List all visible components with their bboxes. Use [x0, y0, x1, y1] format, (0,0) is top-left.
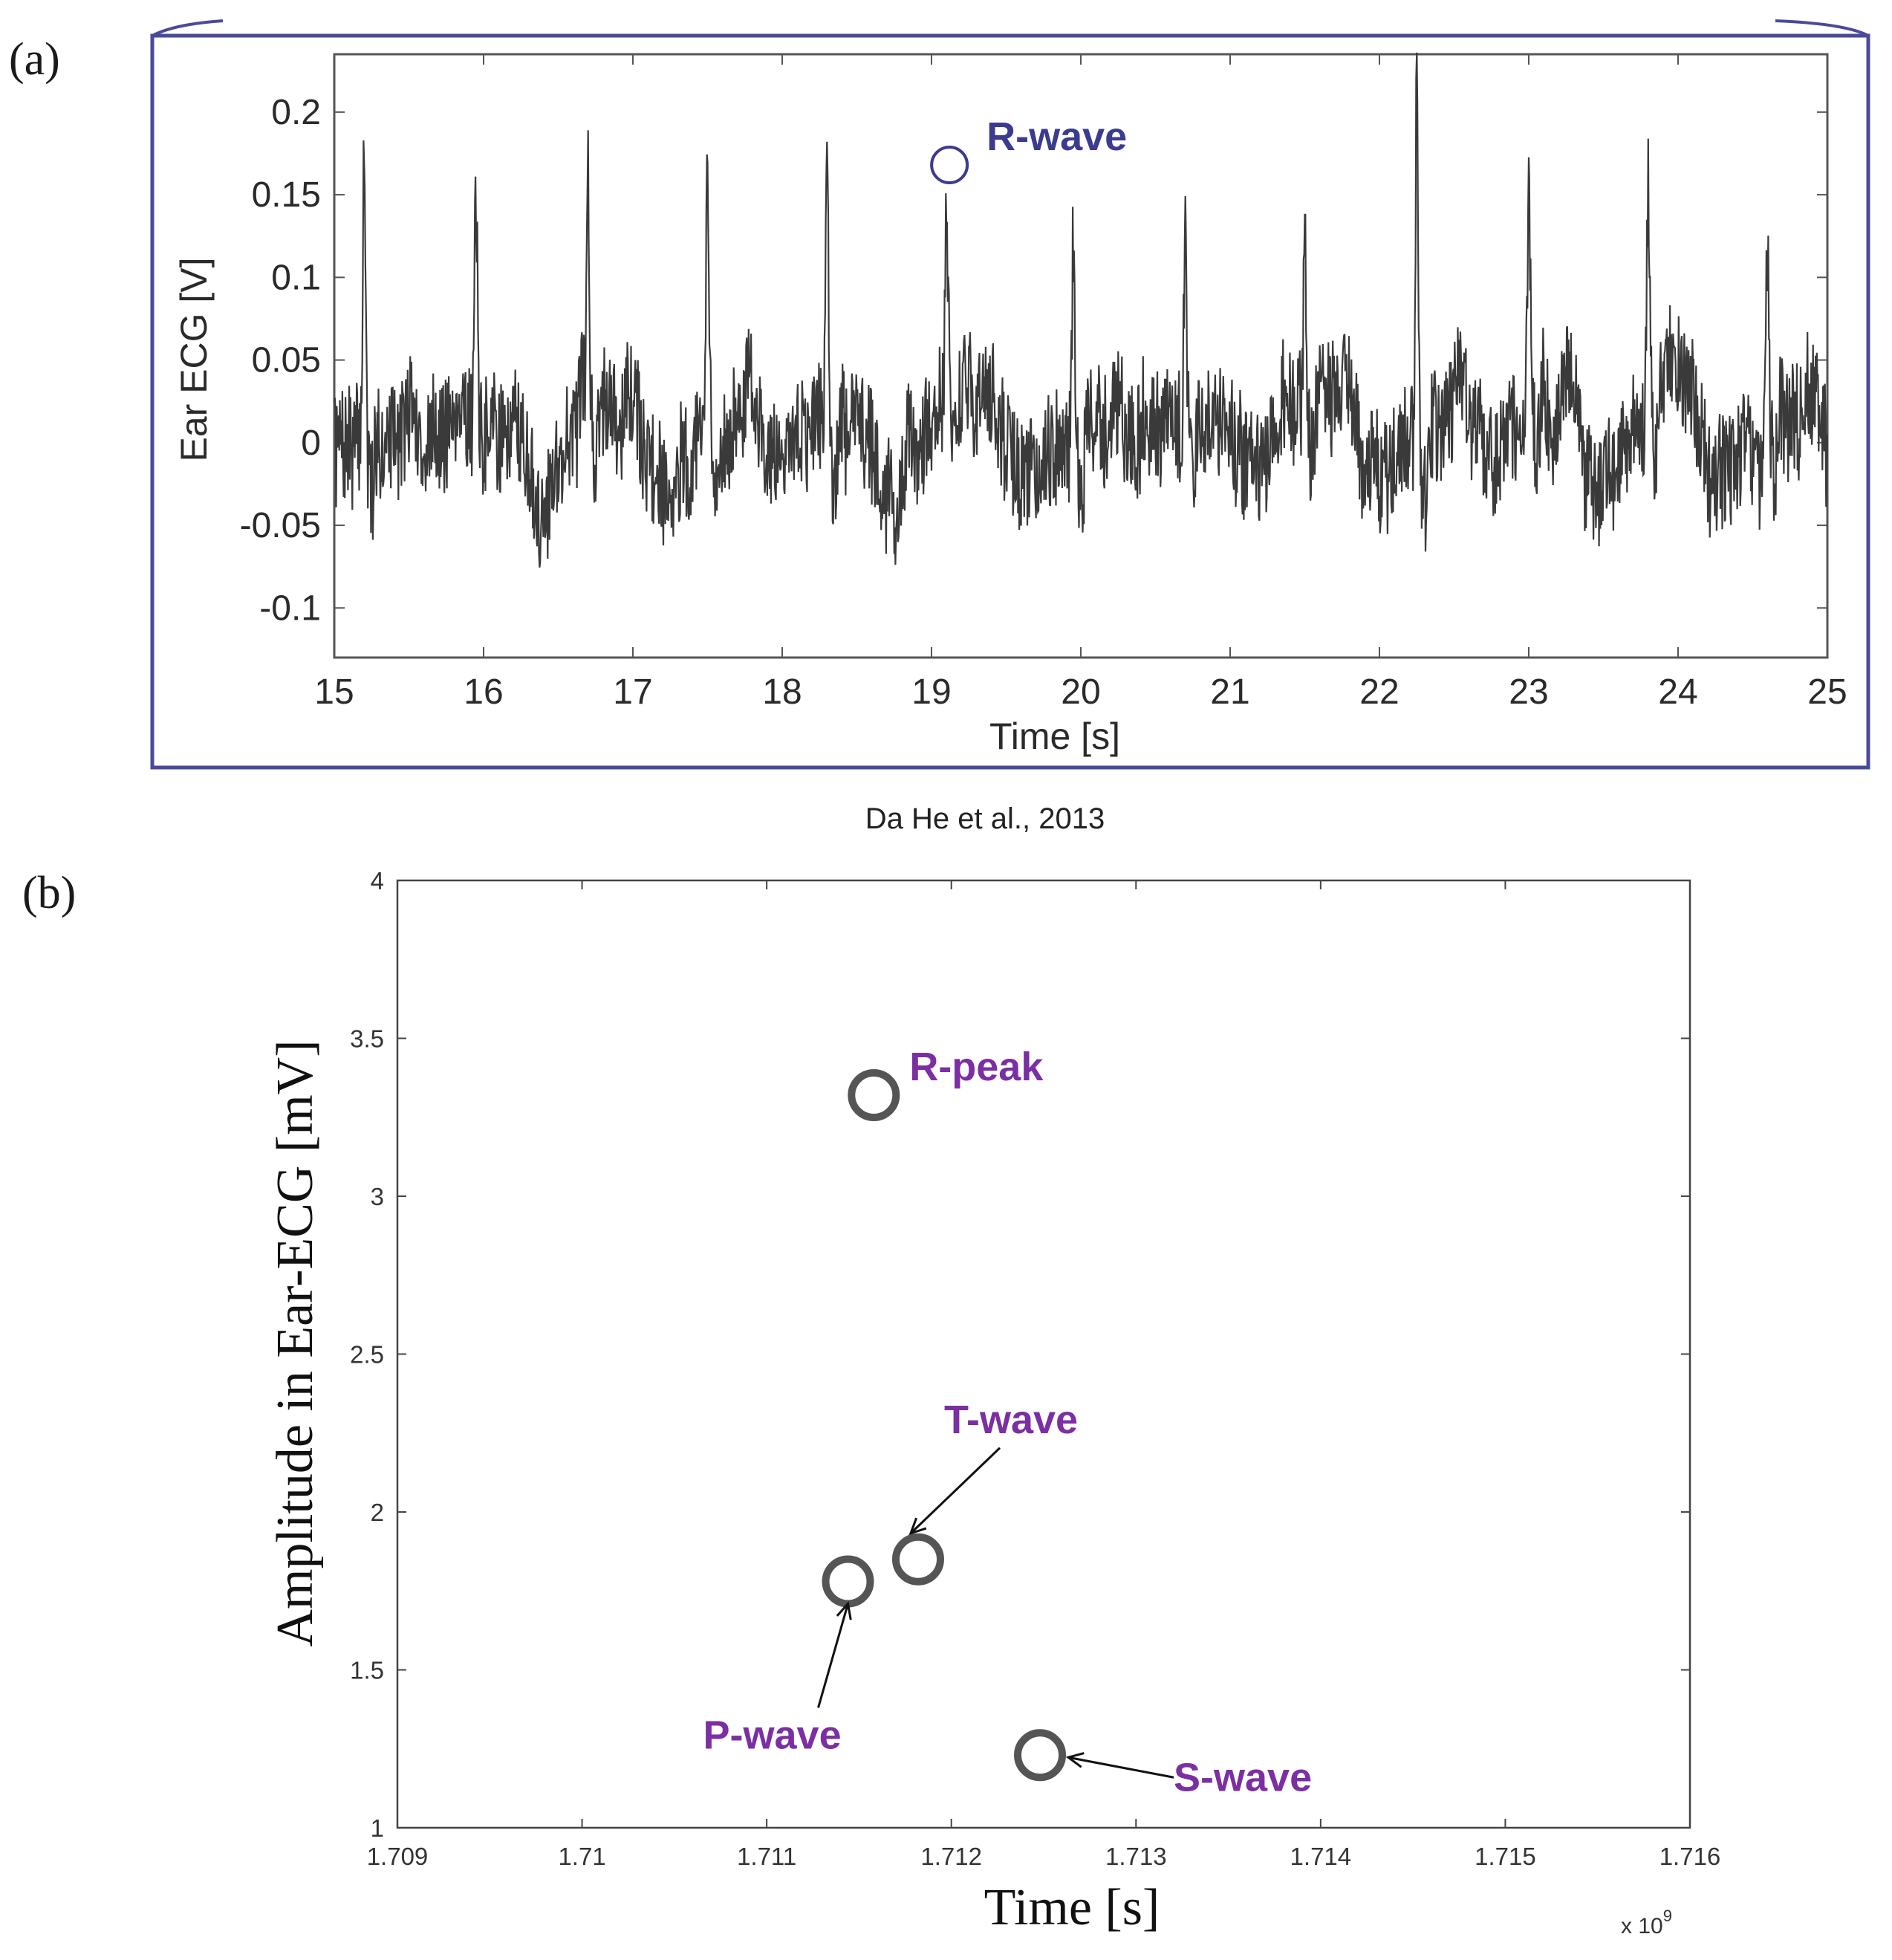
b-annotation-arrow	[817, 1603, 849, 1708]
panel-a: (a) 15 16 17 18 19 20 21 22 23 24 25 -0.1 -0.05 0 0.05…	[9, 19, 1870, 835]
b-ytick-label: 1	[371, 1814, 384, 1842]
b-xtick-label: 1.715	[1475, 1843, 1536, 1870]
b-xtick-label: 1.713	[1105, 1843, 1167, 1870]
panel-b-xlabel: Time [s]	[984, 1879, 1160, 1936]
a-xtick-label: 25	[1807, 672, 1847, 712]
a-xtick-label: 17	[613, 672, 652, 712]
panel-a-label: (a)	[9, 34, 60, 85]
a-xtick-label: 19	[911, 672, 951, 712]
frame-corner-right-arrow	[1775, 19, 1869, 37]
panel-b-axes-box	[396, 879, 1691, 1829]
a-xtick-label: 15	[314, 672, 354, 712]
b-xtick-label: 1.716	[1659, 1843, 1721, 1870]
panel-a-ticks: 15 16 17 18 19 20 21 22 23 24 25 -0.1 -0.05 0 0.05 0.1 0…	[240, 54, 1847, 712]
b-xtick-label: 1.712	[920, 1843, 982, 1870]
a-annotation-label: R-wave	[986, 114, 1127, 159]
panel-a-annotations: R-wave	[930, 114, 1127, 185]
b-annotation-arrowhead	[1065, 1752, 1085, 1768]
panel-a-credit: Da He et al., 2013	[865, 802, 1105, 835]
a-xtick-label: 24	[1658, 672, 1697, 712]
a-ytick-label: 0.15	[252, 175, 321, 215]
a-ytick-label: 0.05	[252, 341, 321, 380]
b-ytick-label: 3	[371, 1183, 384, 1210]
b-annotation-label: S-wave	[1174, 1755, 1312, 1800]
a-ytick-label: 0.1	[271, 258, 321, 297]
b-annotation-label: R-peak	[909, 1045, 1044, 1089]
panel-b-ticks: 1.709 1.71 1.711 1.712 1.713 1.714 1.715 1.716 1…	[350, 867, 1720, 1870]
a-xtick-label: 16	[464, 672, 503, 712]
b-annotation-circle	[891, 1533, 944, 1586]
a-annotation-circle	[930, 146, 969, 185]
b-annotation-arrowhead	[908, 1517, 927, 1536]
b-annotation-circle	[822, 1555, 874, 1608]
panel-a-ylabel: Ear ECG [V]	[173, 257, 215, 461]
b-annotation-circle	[1014, 1729, 1067, 1782]
a-xtick-label: 18	[762, 672, 802, 712]
b-annotation-arrow	[909, 1447, 1001, 1534]
a-ytick-label: -0.1	[259, 588, 321, 628]
panel-a-frame	[150, 33, 1870, 770]
b-xtick-label: 1.71	[558, 1843, 605, 1870]
a-xtick-label: 20	[1061, 672, 1100, 712]
b-ytick-label: 1.5	[350, 1657, 384, 1684]
b-xtick-label: 1.711	[737, 1843, 796, 1870]
a-ytick-label: 0.2	[271, 93, 321, 132]
a-xtick-label: 22	[1359, 672, 1399, 712]
panel-b-annotations: R-peak T-wave P-wave S-wave	[703, 1045, 1313, 1800]
b-ytick-label: 4	[371, 867, 384, 895]
panel-a-xlabel: Time [s]	[989, 715, 1120, 757]
b-xtick-label: 1.714	[1290, 1843, 1352, 1870]
b-annotation-label: P-wave	[703, 1713, 842, 1758]
panel-b-ylabel: Amplitude in Ear-ECG [mV]	[267, 1039, 324, 1646]
panel-b-label: (b)	[22, 868, 76, 918]
x-exponent-base: x 10	[1621, 1914, 1663, 1938]
b-ytick-label: 2.5	[350, 1341, 384, 1369]
frame-corner-left-arrow	[152, 19, 224, 37]
a-ytick-label: 0	[301, 424, 321, 463]
b-ytick-label: 3.5	[350, 1025, 384, 1053]
b-annotation-label: T-wave	[944, 1398, 1078, 1442]
a-xtick-label: 21	[1210, 672, 1249, 712]
b-xtick-label: 1.709	[367, 1843, 429, 1870]
b-ytick-label: 2	[371, 1499, 384, 1526]
x-exponent-power: 9	[1663, 1907, 1672, 1925]
panel-a-ecg-series	[333, 52, 1829, 568]
b-annotation-circle	[848, 1069, 900, 1121]
panel-b-x-exponent: x 109	[1621, 1907, 1672, 1938]
a-ytick-label: -0.05	[240, 506, 321, 545]
panel-b: (b) 1.709 1.71 1.711 1.712 1.713 1.714 1.715 1.…	[22, 867, 1720, 1938]
b-annotation-arrowhead	[836, 1601, 852, 1620]
a-xtick-label: 23	[1509, 672, 1548, 712]
b-annotation-arrow	[1067, 1756, 1174, 1779]
